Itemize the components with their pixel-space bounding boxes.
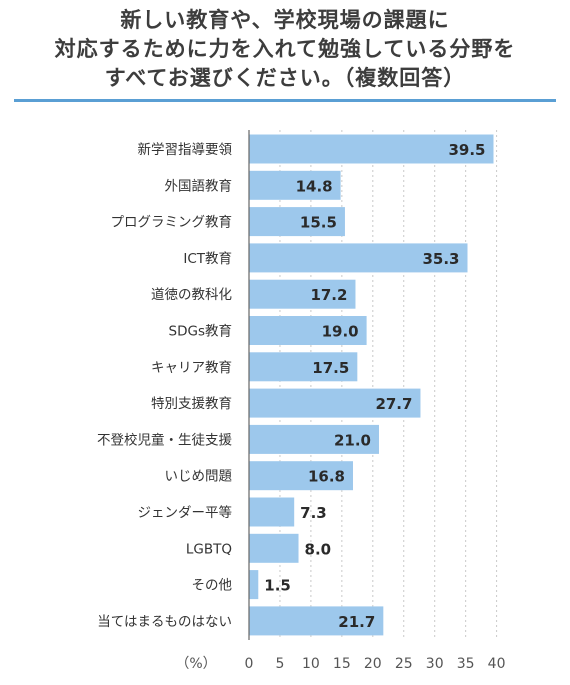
bar-13	[249, 606, 384, 636]
title-line-2: 対応するために力を入れて勉強している分野を	[54, 37, 516, 61]
value-label: 17.5	[312, 359, 349, 377]
value-label: 21.7	[338, 613, 375, 631]
bar-1	[249, 170, 341, 200]
bar-9	[249, 461, 353, 491]
title-line-3: すべてお選びください。（複数回答）	[104, 66, 466, 90]
x-tick-label: 5	[275, 656, 284, 672]
value-label: 27.7	[375, 395, 412, 413]
category-label: LGBTQ	[186, 541, 232, 557]
category-label: 道徳の教科化	[151, 287, 232, 303]
category-label: 外国語教育	[165, 177, 233, 194]
value-label: 14.8	[296, 177, 333, 195]
x-tick-label: 40	[488, 656, 506, 672]
value-label: 16.8	[308, 468, 345, 486]
value-label: 19.0	[322, 323, 359, 341]
category-label: SDGs教育	[169, 324, 232, 340]
bar-12	[249, 570, 259, 600]
title-line-1: 新しい教育や、学校現場の課題に	[120, 8, 450, 32]
value-label: 7.3	[300, 504, 327, 522]
category-label: 新学習指導要領	[138, 141, 233, 158]
value-label: 39.5	[448, 141, 485, 159]
category-label: ICT教育	[183, 251, 232, 267]
category-label: キャリア教育	[151, 360, 232, 376]
bar-11	[249, 533, 299, 563]
chart-title: 新しい教育や、学校現場の課題に 対応するために力を入れて勉強している分野を すべ…	[0, 6, 570, 93]
category-label: ジェンダー平等	[138, 504, 233, 521]
title-divider	[14, 99, 556, 102]
bar-2	[249, 207, 345, 237]
bar-10	[249, 497, 295, 527]
value-label: 15.5	[300, 214, 337, 232]
category-label: 当てはまるものはない	[97, 614, 232, 630]
bar-4	[249, 279, 356, 309]
category-label: その他	[192, 578, 233, 594]
bar-6	[249, 352, 358, 382]
category-label: いじめ問題	[165, 469, 233, 485]
x-unit-label: （%）	[175, 656, 216, 672]
x-tick-label: 25	[395, 656, 413, 672]
bar-5	[249, 316, 367, 345]
x-tick-label: 30	[426, 656, 444, 672]
bar-0	[249, 134, 494, 164]
x-tick-label: 20	[364, 656, 382, 672]
value-label: 8.0	[305, 540, 332, 558]
x-tick-label: 10	[302, 656, 320, 672]
bar-3	[249, 243, 468, 273]
x-tick-label: 15	[333, 656, 351, 672]
value-label: 1.5	[264, 577, 291, 595]
value-label: 35.3	[422, 250, 459, 268]
value-label: 17.2	[310, 286, 347, 304]
value-label: 21.0	[334, 431, 371, 449]
category-label: 不登校児童・生徒支援	[97, 431, 232, 448]
x-tick-label: 35	[457, 656, 475, 672]
category-label: プログラミング教育	[111, 215, 233, 231]
x-tick-label: 0	[245, 656, 254, 672]
bar-8	[249, 424, 379, 454]
category-label: 特別支援教育	[151, 396, 232, 412]
bar-7	[249, 388, 421, 418]
